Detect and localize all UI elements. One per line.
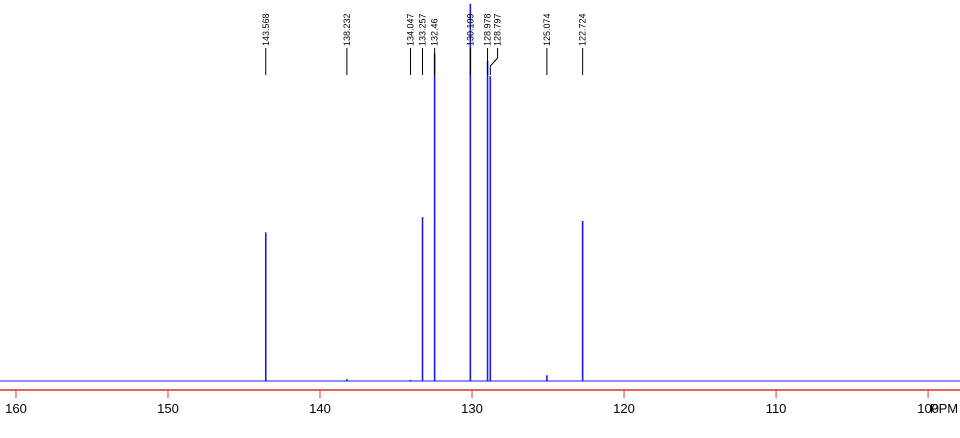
- peak-label: 128.797: [493, 13, 503, 46]
- peak-label: 133.257: [418, 13, 428, 46]
- x-tick-label: 160: [5, 401, 27, 416]
- peak-label: 130.109: [465, 13, 475, 46]
- peak-label: 128.978: [483, 13, 493, 46]
- peak-label: 122.724: [578, 13, 588, 46]
- x-tick-label: 150: [157, 401, 179, 416]
- x-tick-label: 140: [309, 401, 331, 416]
- peak-label: 134.047: [405, 13, 415, 46]
- x-tick-label: 100: [917, 401, 939, 416]
- peak-label: 143.568: [261, 13, 271, 46]
- peak-label: 138.232: [342, 13, 352, 46]
- x-tick-label: 130: [461, 401, 483, 416]
- peak-label: 125.074: [542, 13, 552, 46]
- peak-label: 132.46: [430, 18, 440, 46]
- x-axis-label: PPM: [930, 401, 958, 416]
- x-tick-label: 120: [613, 401, 635, 416]
- x-tick-label: 110: [766, 401, 787, 416]
- peak-label-leader: [489, 48, 499, 75]
